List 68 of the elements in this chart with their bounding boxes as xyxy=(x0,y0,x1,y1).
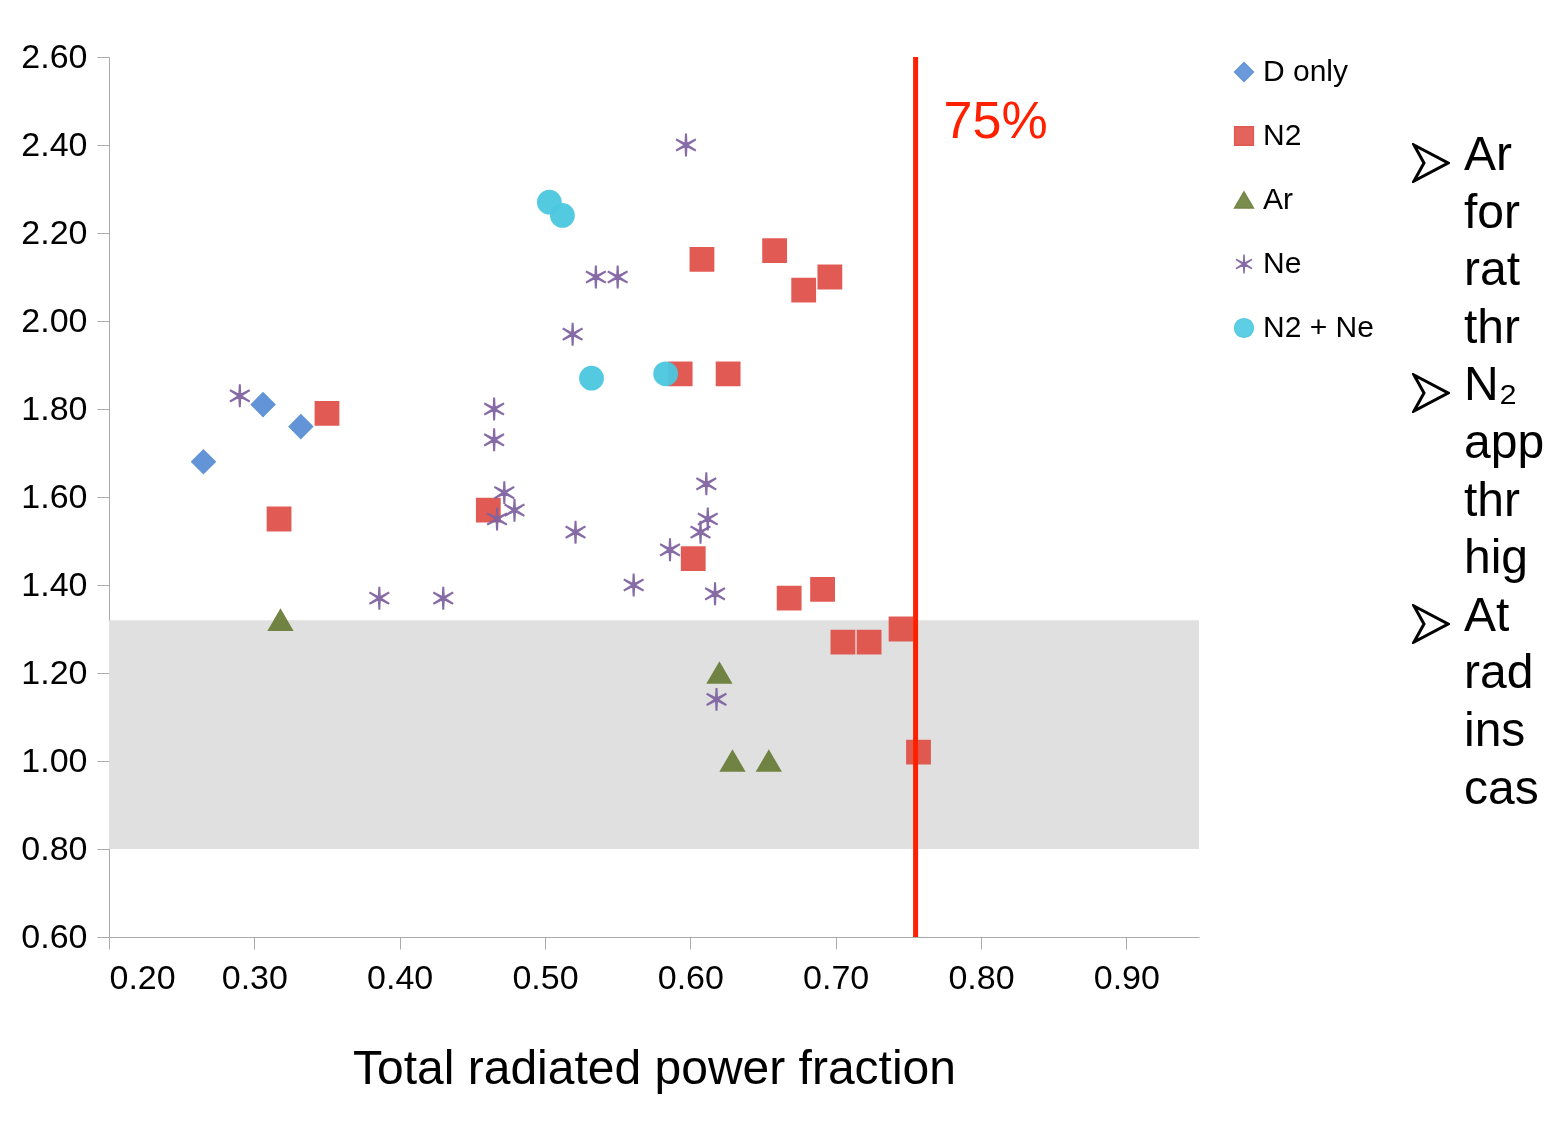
point xyxy=(288,414,314,439)
point xyxy=(756,750,782,772)
x-tick-label: 0.60 xyxy=(657,957,724,996)
y-tick-label: 0.80 xyxy=(21,828,88,867)
point xyxy=(830,629,856,655)
legend-label: Ar xyxy=(1263,182,1294,215)
point xyxy=(817,264,843,290)
x-tick-label: 0.80 xyxy=(948,957,1015,996)
x-tick-label: 0.70 xyxy=(803,957,870,996)
point xyxy=(705,687,728,712)
point xyxy=(653,361,679,387)
y-tick-label: 2.40 xyxy=(21,124,88,163)
point xyxy=(622,572,645,598)
point xyxy=(680,546,706,571)
point xyxy=(368,585,391,611)
legend-label: N2 + Ne xyxy=(1263,310,1374,343)
y-tick-label: 0.60 xyxy=(21,916,88,955)
y-tick-label: 1.40 xyxy=(21,564,88,603)
point xyxy=(250,392,276,417)
y-tick-label: 1.60 xyxy=(21,476,88,515)
x-tick-label: 0.90 xyxy=(1093,957,1160,996)
point xyxy=(762,238,788,263)
point xyxy=(606,264,629,290)
point xyxy=(888,616,914,642)
x-axis-title: Total radiated power fraction xyxy=(353,1040,956,1094)
point xyxy=(675,132,697,158)
point xyxy=(432,585,455,611)
legend-label: N2 xyxy=(1263,118,1302,151)
point xyxy=(228,383,251,409)
ref-line-label: 75% xyxy=(943,91,1048,149)
point xyxy=(550,203,575,228)
point xyxy=(689,519,712,545)
y-tick-label: 1.80 xyxy=(21,388,88,427)
point xyxy=(715,361,741,387)
x-tick-label: 0.40 xyxy=(367,957,434,996)
point xyxy=(268,609,293,632)
x-tick-label: 0.20 xyxy=(109,957,176,996)
point xyxy=(266,506,292,532)
point xyxy=(720,750,745,772)
y-tick-label: 2.20 xyxy=(21,212,88,251)
x-tick-label: 0.50 xyxy=(512,957,579,996)
point xyxy=(483,396,506,422)
y-tick-label: 2.60 xyxy=(21,36,88,75)
point xyxy=(791,277,817,303)
point xyxy=(856,629,882,655)
point xyxy=(584,264,607,290)
point xyxy=(564,519,587,545)
point xyxy=(561,321,584,347)
y-tick-label: 1.00 xyxy=(21,740,88,779)
legend-label: Ne xyxy=(1263,246,1302,279)
legend-label: D only xyxy=(1263,54,1349,87)
x-tick-label: 0.30 xyxy=(221,957,288,996)
text: N₂ app thr hig xyxy=(1464,356,1545,586)
point xyxy=(493,480,516,505)
point xyxy=(695,471,718,497)
point xyxy=(191,449,216,475)
point xyxy=(689,247,715,272)
point xyxy=(776,585,802,611)
point xyxy=(810,577,835,602)
point xyxy=(314,401,340,426)
text: At rad ins cas xyxy=(1464,586,1539,816)
point xyxy=(707,662,732,684)
point xyxy=(503,497,526,523)
text: Ar for rat thr xyxy=(1464,126,1521,355)
y-tick-label: 2.00 xyxy=(21,300,88,339)
point xyxy=(579,365,604,391)
point xyxy=(486,506,508,532)
y-tick-label: 1.20 xyxy=(21,652,88,691)
